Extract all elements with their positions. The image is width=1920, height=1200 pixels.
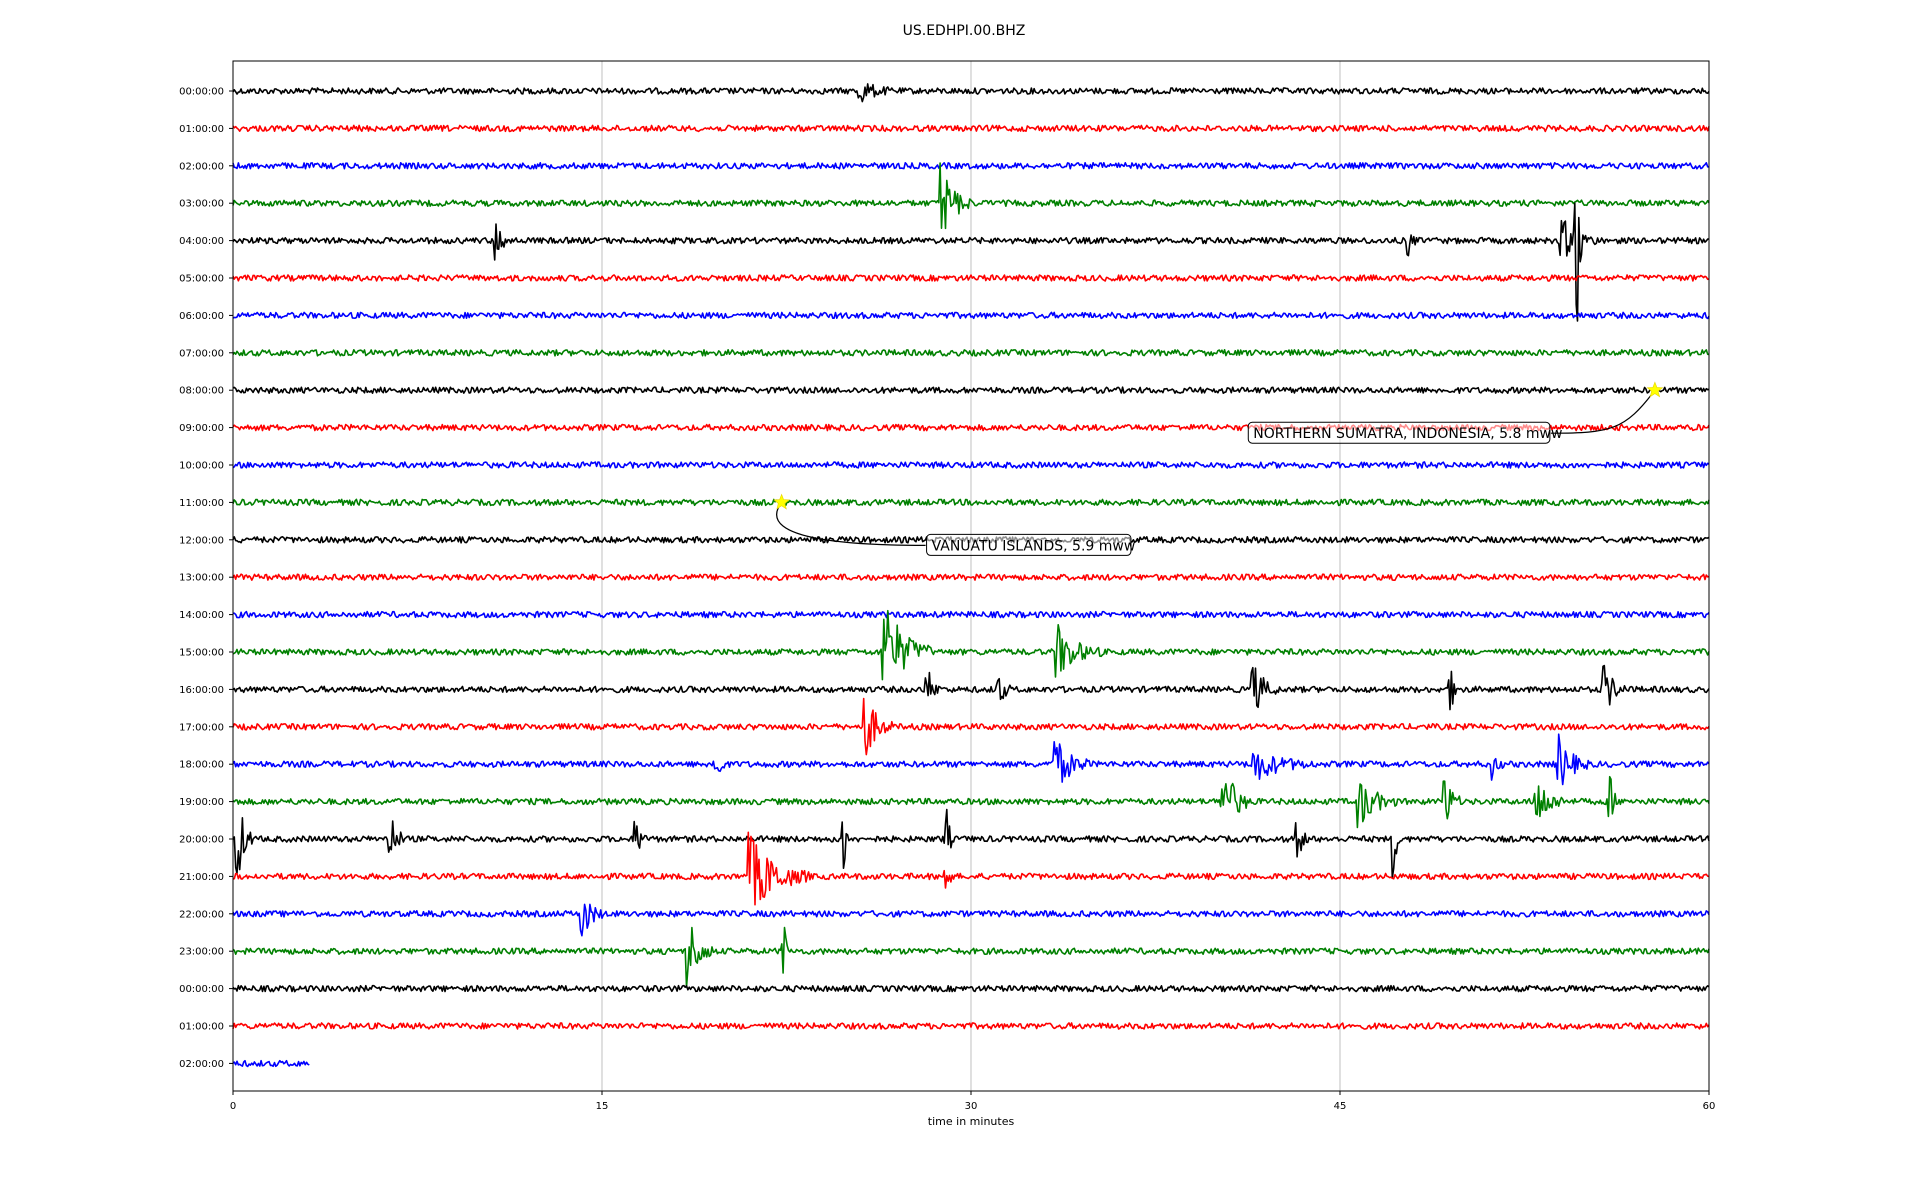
trace-row [232, 926, 1710, 988]
event-label: VANUATU ISLANDS, 5.9 mww [932, 538, 1136, 554]
trace-row [232, 498, 1710, 507]
x-tick-label: 15 [596, 1101, 609, 1112]
y-tick-label: 23:00:00 [179, 947, 224, 958]
y-tick-label: 14:00:00 [179, 610, 224, 621]
trace-row [232, 831, 1710, 906]
event-label-box [926, 533, 1132, 556]
y-tick-label: 05:00:00 [179, 274, 224, 285]
event-annotations: NORTHERN SUMATRA, INDONESIA, 5.8 mww VANU… [773, 381, 1664, 556]
trace-row [232, 733, 1710, 786]
x-tick-label: 0 [230, 1101, 236, 1112]
trace-row [232, 461, 1710, 469]
event-label: NORTHERN SUMATRA, INDONESIA, 5.8 mww [1253, 426, 1562, 442]
y-tick-labels: 00:00:00 01:00:00 02:00:00 03:00:00 04:00:00… [179, 87, 233, 1070]
trace-row [232, 1022, 1710, 1030]
trace-row [232, 1059, 310, 1068]
y-tick-label: 12:00:00 [179, 535, 224, 546]
x-tick-label: 30 [965, 1101, 978, 1112]
trace-row [232, 573, 1710, 581]
x-tick-labels: 0 15 30 45 60 [230, 1091, 1716, 1112]
chart-title: US.EDHPI.00.BHZ [903, 23, 1026, 39]
trace-row [232, 609, 1710, 681]
y-tick-label: 16:00:00 [179, 685, 224, 696]
y-tick-label: 09:00:00 [179, 423, 224, 434]
y-tick-label: 21:00:00 [179, 872, 224, 883]
trace-row [232, 610, 1710, 619]
y-tick-label: 11:00:00 [179, 498, 224, 509]
y-tick-label: 18:00:00 [179, 760, 224, 771]
trace-row [232, 984, 1710, 993]
trace-row [232, 311, 1710, 320]
trace-row [232, 775, 1710, 829]
trace-row [232, 124, 1710, 133]
trace-row [232, 697, 1710, 756]
event-label-box [1247, 421, 1551, 444]
trace-row [232, 274, 1710, 282]
event-leader [776, 502, 926, 546]
plot-frame [232, 60, 1710, 1092]
trace-row [232, 903, 1710, 937]
event-leader [1550, 389, 1656, 434]
trace-row [232, 349, 1710, 357]
x-tick-label: 60 [1703, 1101, 1716, 1112]
y-tick-label: 20:00:00 [179, 835, 224, 846]
trace-row [232, 162, 1710, 230]
y-tick-label: 17:00:00 [179, 722, 224, 733]
y-tick-label: 06:00:00 [179, 311, 224, 322]
y-tick-label: 15:00:00 [179, 648, 224, 659]
y-tick-label: 00:00:00 [179, 984, 224, 995]
y-tick-label: 00:00:00 [179, 87, 224, 98]
trace-row [232, 664, 1710, 711]
y-tick-label: 08:00:00 [179, 386, 224, 397]
y-tick-label: 04:00:00 [179, 236, 224, 247]
trace-row [232, 808, 1710, 879]
y-tick-label: 02:00:00 [179, 1059, 224, 1070]
y-tick-label: 13:00:00 [179, 573, 224, 584]
y-tick-label: 19:00:00 [179, 797, 224, 808]
trace-row [232, 202, 1710, 322]
y-tick-label: 22:00:00 [179, 909, 224, 920]
y-tick-label: 01:00:00 [179, 1022, 224, 1033]
y-tick-label: 07:00:00 [179, 348, 224, 359]
event-star-marker [773, 493, 790, 510]
y-tick-label: 03:00:00 [179, 199, 224, 210]
traces [232, 83, 1710, 1068]
event-star-marker [1646, 381, 1664, 398]
trace-row [232, 386, 1710, 394]
y-tick-label: 10:00:00 [179, 461, 224, 472]
x-tick-label: 45 [1334, 1101, 1347, 1112]
trace-row [232, 162, 1710, 170]
x-axis-label: time in minutes [928, 1115, 1015, 1128]
y-tick-label: 01:00:00 [179, 124, 224, 135]
y-tick-label: 02:00:00 [179, 161, 224, 172]
trace-row [232, 83, 1710, 103]
